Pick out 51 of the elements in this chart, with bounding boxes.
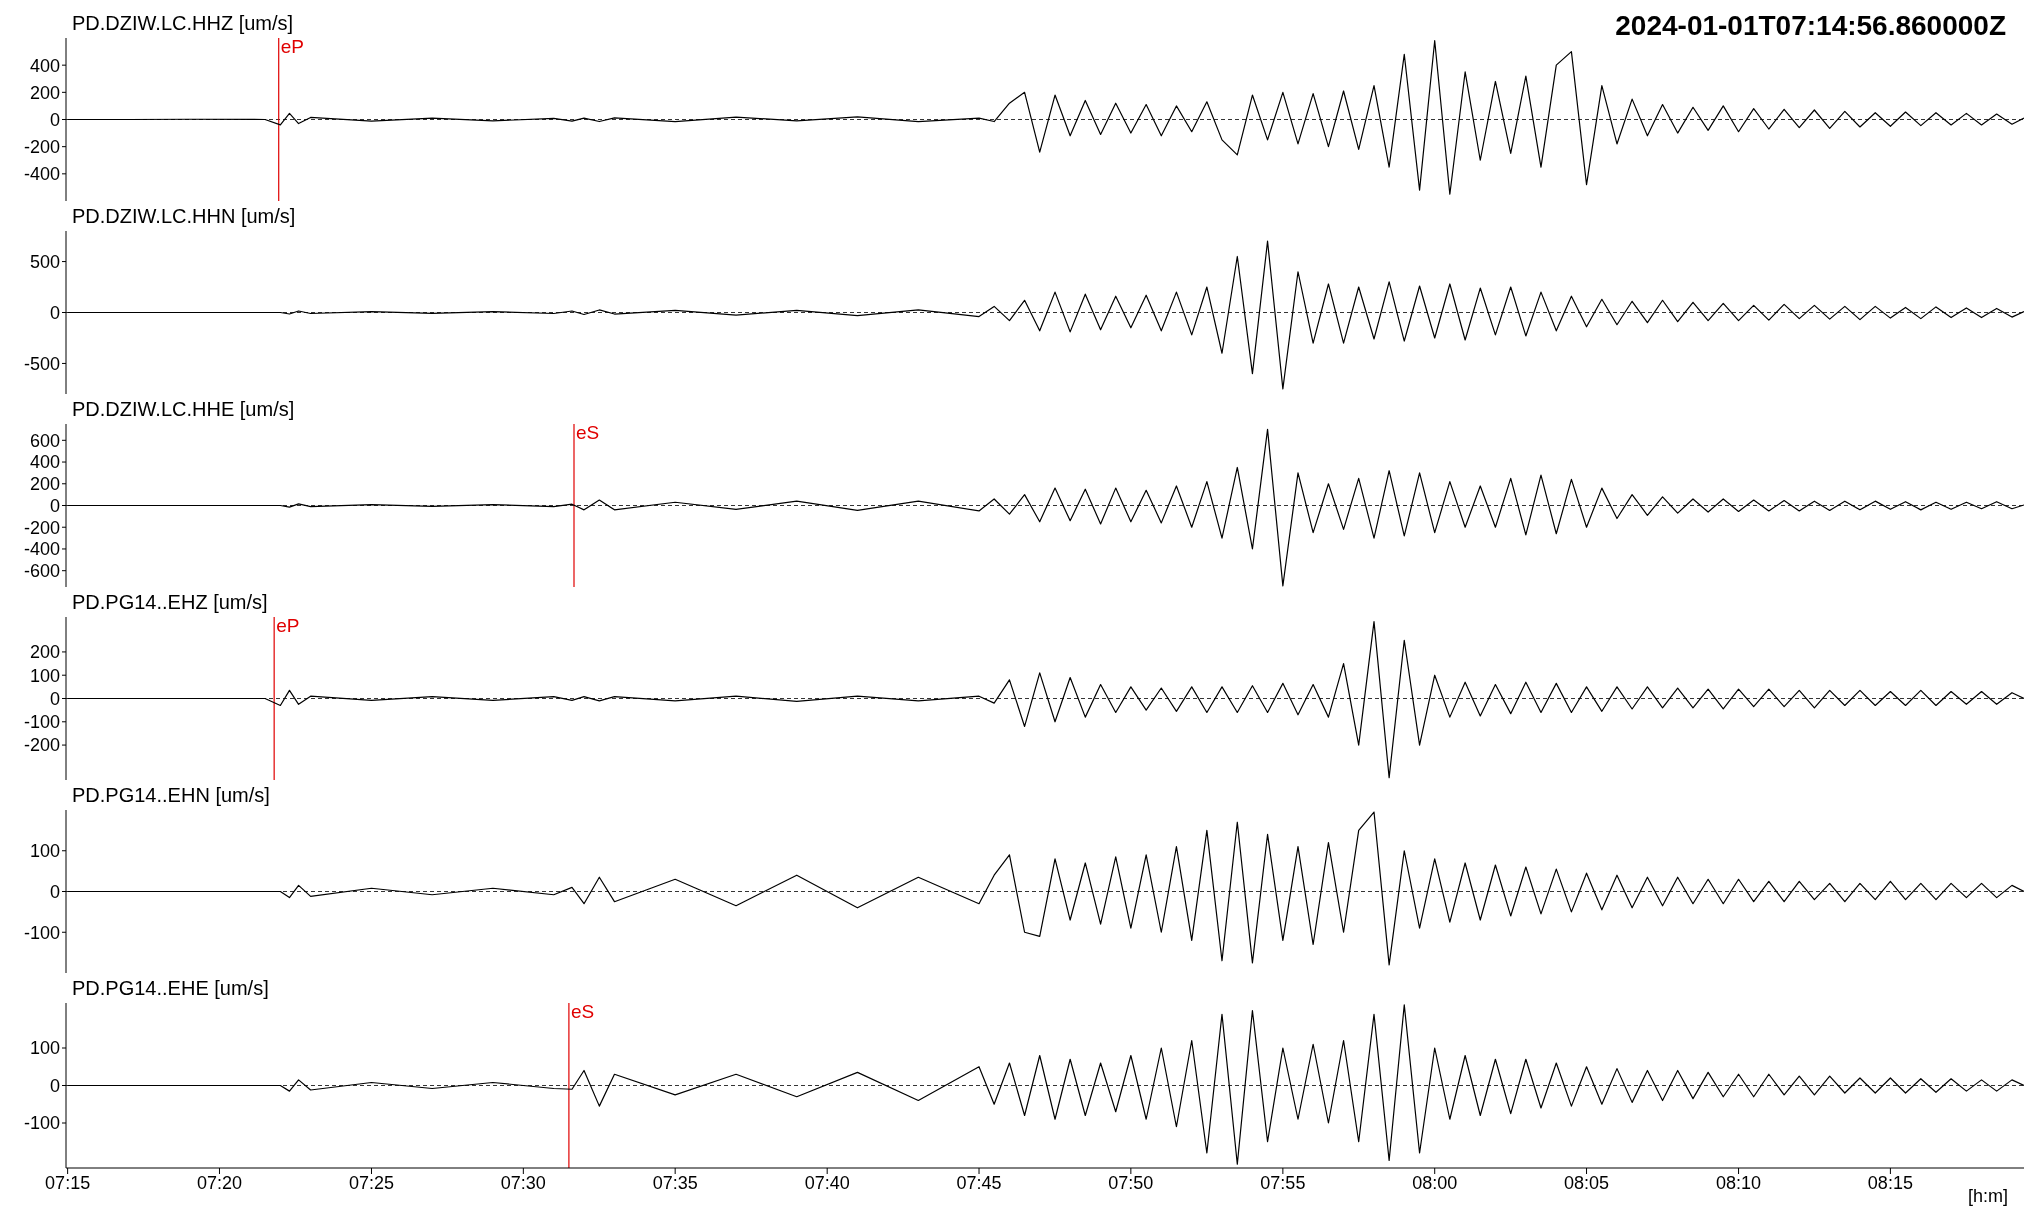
- y-tick-label: -100: [23, 1113, 60, 1134]
- y-tick-label: 0: [49, 688, 60, 709]
- y-tick-label: -100: [23, 712, 60, 733]
- y-tick-label: -100: [23, 922, 60, 943]
- chart-title: PD.DZIW.LC.HHN [um/s]: [72, 205, 296, 228]
- ref-line-label: eP: [280, 36, 304, 58]
- x-tick-label: 07:15: [45, 1172, 91, 1193]
- y-tick-label: 500: [29, 251, 60, 272]
- x-tick-label: 07:35: [652, 1172, 698, 1193]
- x-tick-label: 07:25: [348, 1172, 395, 1193]
- y-tick-label: 100: [29, 665, 60, 686]
- y-tick-label: 200: [29, 82, 60, 103]
- y-tick-label: 400: [29, 55, 60, 76]
- y-tick-label: 200: [29, 642, 60, 663]
- y-tick-label: -500: [23, 353, 60, 374]
- y-tick-label: -200: [23, 137, 60, 158]
- chart-title: PD.PG14..EHE [um/s]: [72, 977, 269, 1000]
- y-tick-label: 0: [49, 881, 60, 902]
- chart-title: PD.PG14..EHZ [um/s]: [72, 591, 268, 614]
- x-tick-label: 07:40: [804, 1172, 850, 1193]
- x-tick-label: 07:30: [500, 1172, 546, 1193]
- ref-line-label: eS: [576, 422, 600, 444]
- y-tick-label: 0: [49, 495, 60, 516]
- x-tick-label: 08:00: [1412, 1172, 1458, 1193]
- y-tick-label: 100: [29, 1038, 60, 1059]
- x-tick-label: 08:10: [1716, 1172, 1762, 1193]
- annotation: 2024-01-01T07:14:56.860000Z: [1615, 10, 2006, 42]
- y-tick-label: -200: [23, 735, 60, 756]
- y-tick-label: 0: [49, 1075, 60, 1096]
- y-tick-label: 100: [29, 841, 60, 862]
- y-tick-label: -400: [23, 539, 60, 560]
- y-tick-label: -400: [23, 164, 60, 185]
- y-tick-label: 400: [29, 452, 60, 473]
- y-tick-label: 0: [49, 302, 60, 323]
- x-tick-label: 07:20: [196, 1172, 242, 1193]
- x-tick-label: 07:50: [1108, 1172, 1154, 1193]
- ref-line-label: eS: [570, 1001, 595, 1023]
- y-tick-label: 0: [49, 109, 60, 130]
- x-tick-label: 08:15: [1867, 1172, 1913, 1193]
- y-tick-label: 200: [29, 474, 60, 495]
- y-tick-label: 600: [29, 430, 60, 451]
- chart-title: PD.DZIW.LC.HHZ [um/s]: [72, 12, 294, 35]
- chart-title: PD.PG14..EHN [um/s]: [72, 784, 270, 807]
- y-tick-label: -600: [23, 561, 60, 582]
- ref-line-label: eP: [276, 615, 300, 637]
- x-tick-label: 08:05: [1564, 1172, 1610, 1193]
- x-tick-label: 07:55: [1260, 1172, 1306, 1193]
- chart-title: PD.DZIW.LC.HHE [um/s]: [72, 398, 295, 421]
- y-tick-label: -200: [23, 517, 60, 538]
- x-axis-title: [h:m]: [1967, 1186, 2008, 1206]
- x-tick-label: 07:45: [956, 1172, 1002, 1193]
